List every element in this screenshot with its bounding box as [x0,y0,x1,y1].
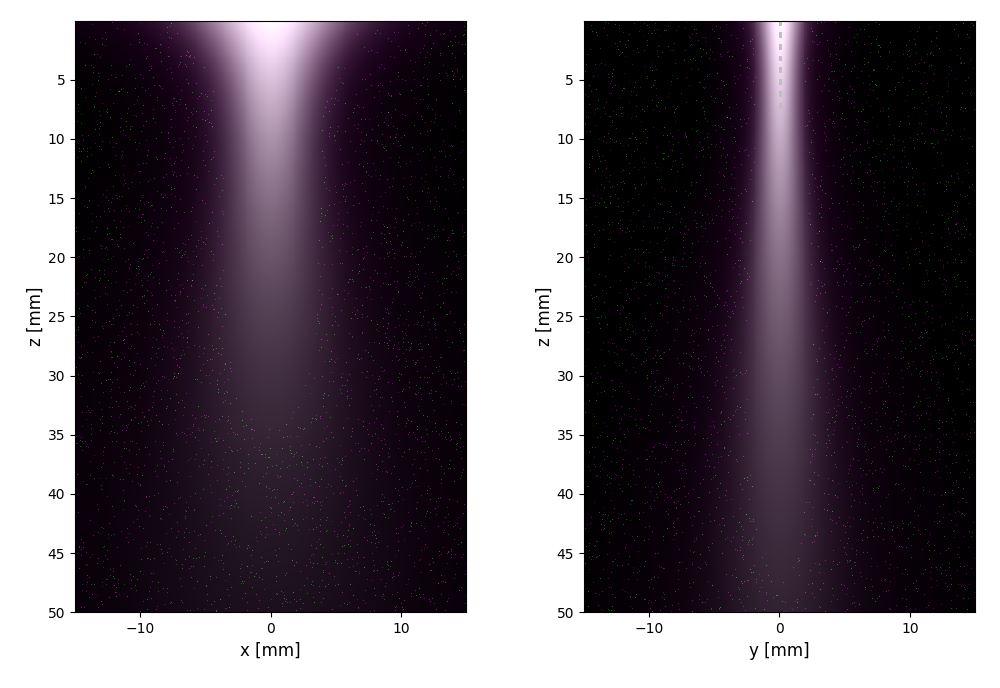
Y-axis label: z [mm]: z [mm] [27,287,45,346]
X-axis label: x [mm]: x [mm] [240,642,301,660]
Y-axis label: z [mm]: z [mm] [536,287,554,346]
X-axis label: y [mm]: y [mm] [749,642,810,660]
